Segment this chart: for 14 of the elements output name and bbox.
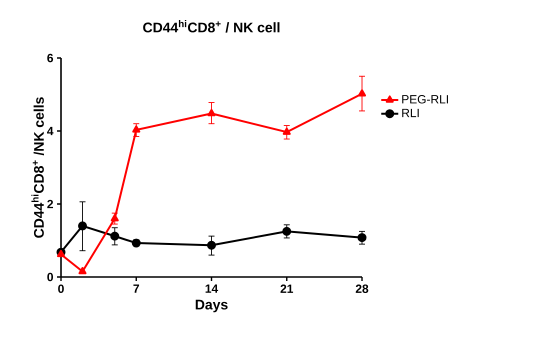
chart-title: CD44$^{hi}$CD8$^{+}$ / NK cell [143, 20, 280, 33]
y-axis-title: CD44$^{hi}$CD8$^{+}$ /NK cells [31, 97, 44, 238]
y-tick-label: 6 [47, 54, 54, 62]
x-tick-label: 28 [356, 284, 368, 293]
x-tick-label: 14 [206, 284, 218, 293]
legend-label: PEG-RLI [402, 95, 448, 104]
y-tick-label: 4 [47, 126, 54, 136]
x-tick-label: 0 [58, 284, 64, 293]
legend-label: RLI [402, 108, 419, 118]
x-tick-label: 21 [280, 284, 294, 293]
x-axis-title: Days [196, 300, 228, 312]
x-tick-label: 7 [133, 284, 140, 293]
y-tick-label: 0 [47, 272, 54, 282]
y-tick-label: 2 [47, 200, 54, 208]
